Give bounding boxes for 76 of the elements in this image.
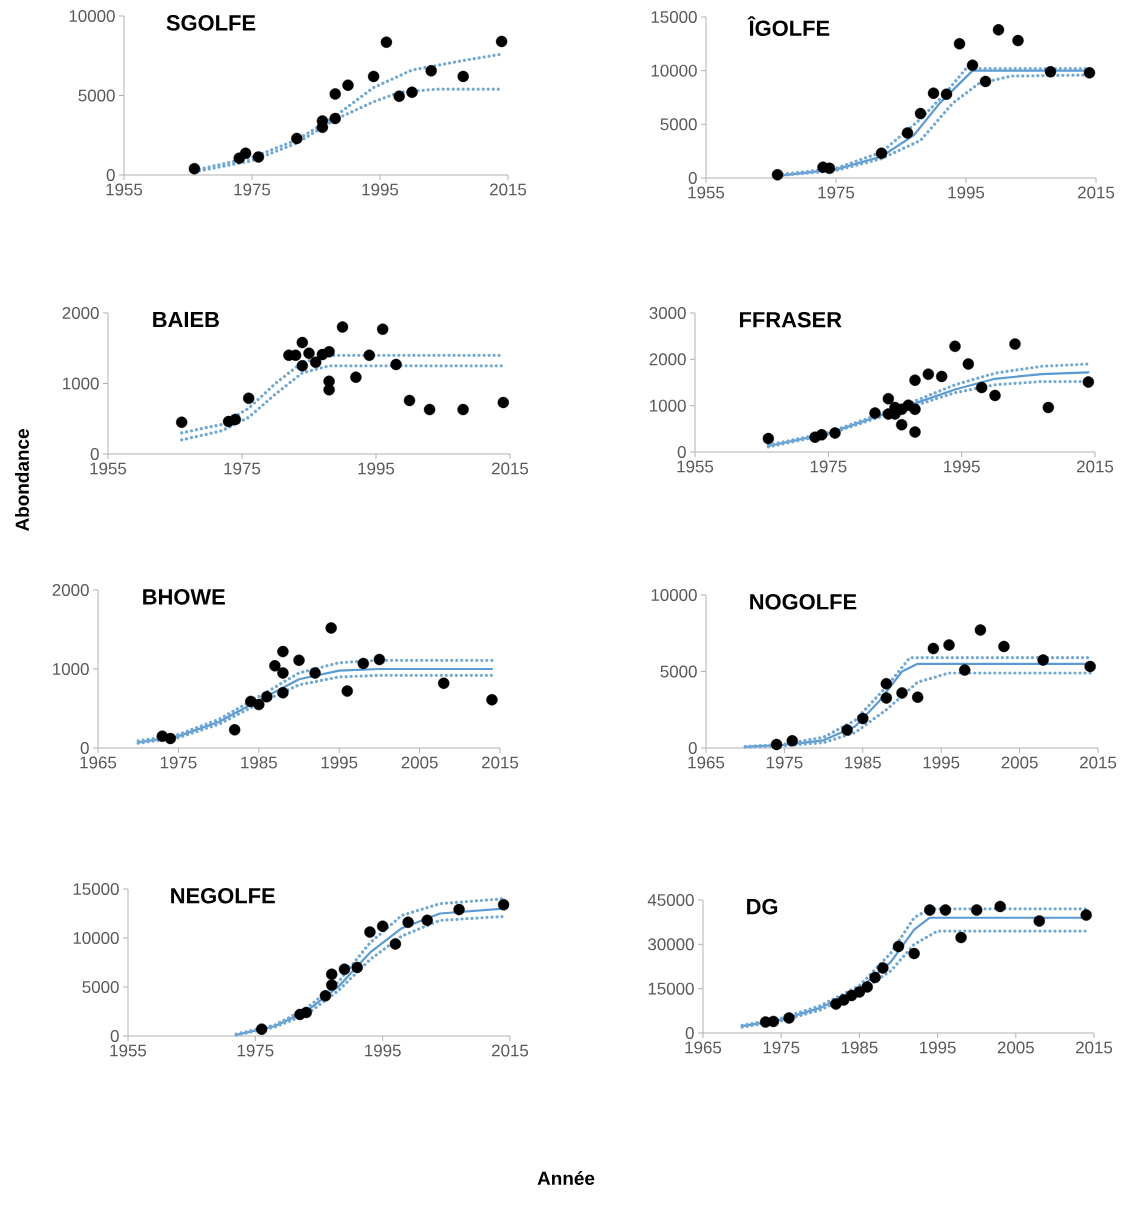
x-tick-label: 1995	[321, 756, 358, 769]
chart-title: NOGOLFE	[750, 594, 857, 610]
y-tick-label: 2000	[62, 306, 99, 319]
x-tick-label: 2005	[401, 756, 438, 769]
y-tick-label: 0	[80, 742, 89, 754]
x-tick-label: 2005	[997, 1041, 1034, 1054]
y-axis-title: Abondance	[15, 429, 29, 532]
x-axis-title: Année	[537, 1170, 595, 1186]
y-tick-label: 5000	[78, 89, 115, 102]
y-tick-label: 1000	[53, 663, 89, 675]
x-tick-label: 2015	[492, 1044, 529, 1057]
y-tick-label: 15000	[73, 883, 119, 895]
x-tick-label: 2015	[1077, 460, 1114, 473]
y-tick-label: 1000	[63, 377, 99, 390]
x-tick-label: 1955	[688, 186, 725, 199]
x-tick-label: 1995	[920, 1041, 956, 1054]
chart-title: SGOLFE	[166, 15, 256, 31]
chart-title: BHOWE	[143, 589, 225, 605]
y-tick-label: 0	[90, 447, 99, 460]
y-tick-label: 10000	[69, 9, 115, 22]
x-tick-label: 2015	[492, 462, 529, 475]
y-tick-label: 2000	[649, 353, 686, 366]
chart-title: DG	[747, 898, 778, 915]
x-tick-label: 1995	[365, 1044, 401, 1057]
y-tick-label: 5000	[660, 665, 697, 678]
x-tick-label: 1975	[237, 1044, 274, 1057]
x-tick-label: 1975	[160, 756, 197, 769]
y-tick-label: 1000	[650, 399, 686, 412]
y-tick-label: 15000	[651, 10, 697, 23]
y-tick-label: 15000	[648, 982, 694, 995]
x-tick-label: 1965	[685, 1041, 722, 1054]
y-tick-label: 10000	[651, 64, 697, 77]
x-tick-label: 2015	[1078, 186, 1115, 199]
x-tick-label: 1975	[234, 183, 271, 196]
x-tick-label: 1975	[810, 460, 847, 473]
y-tick-label: 0	[106, 168, 115, 181]
x-tick-label: 1995	[358, 462, 395, 475]
y-tick-label: 30000	[648, 938, 694, 951]
y-tick-label: 0	[110, 1030, 119, 1042]
y-tick-label: 0	[677, 445, 686, 458]
x-tick-label: 2015	[482, 756, 519, 769]
x-tick-label: 1975	[224, 462, 261, 475]
x-tick-label: 1995	[944, 460, 980, 473]
y-tick-label: 10000	[651, 588, 697, 601]
y-tick-label: 45000	[647, 894, 694, 906]
x-tick-label: 1985	[845, 756, 881, 769]
x-tick-label: 1965	[688, 756, 725, 769]
chart-title: FFRASER	[740, 311, 842, 328]
y-tick-label: 2000	[52, 584, 89, 596]
x-tick-label: 1985	[241, 756, 277, 769]
x-tick-label: 1975	[766, 756, 803, 769]
x-tick-label: 2005	[1001, 756, 1038, 769]
chart-title: ÎGOLFE	[747, 16, 830, 36]
x-tick-label: 1985	[841, 1041, 878, 1054]
x-tick-label: 1995	[923, 756, 960, 769]
x-tick-label: 1975	[818, 186, 855, 199]
x-tick-label: 2015	[490, 183, 527, 196]
x-tick-label: 1955	[677, 460, 714, 473]
x-tick-label: 1955	[90, 462, 127, 475]
x-tick-label: 2015	[1076, 1041, 1113, 1054]
chart-title: NEGOLFE	[171, 888, 275, 904]
x-tick-label: 1995	[362, 183, 399, 196]
x-tick-label: 2015	[1080, 756, 1117, 769]
x-tick-label: 1995	[948, 186, 985, 199]
y-tick-label: 10000	[73, 932, 119, 944]
x-tick-label: 1955	[110, 1044, 147, 1057]
x-tick-label: 1975	[763, 1041, 800, 1054]
chart-title: BAIEB	[153, 311, 219, 328]
y-tick-label: 0	[685, 1027, 694, 1039]
y-tick-label: 5000	[660, 118, 697, 131]
y-tick-label: 0	[688, 742, 697, 754]
y-tick-label: 5000	[82, 981, 119, 993]
y-tick-label: 0	[688, 171, 697, 184]
x-tick-label: 1955	[106, 183, 143, 196]
y-tick-label: 3000	[649, 307, 686, 319]
x-tick-label: 1965	[80, 756, 117, 769]
